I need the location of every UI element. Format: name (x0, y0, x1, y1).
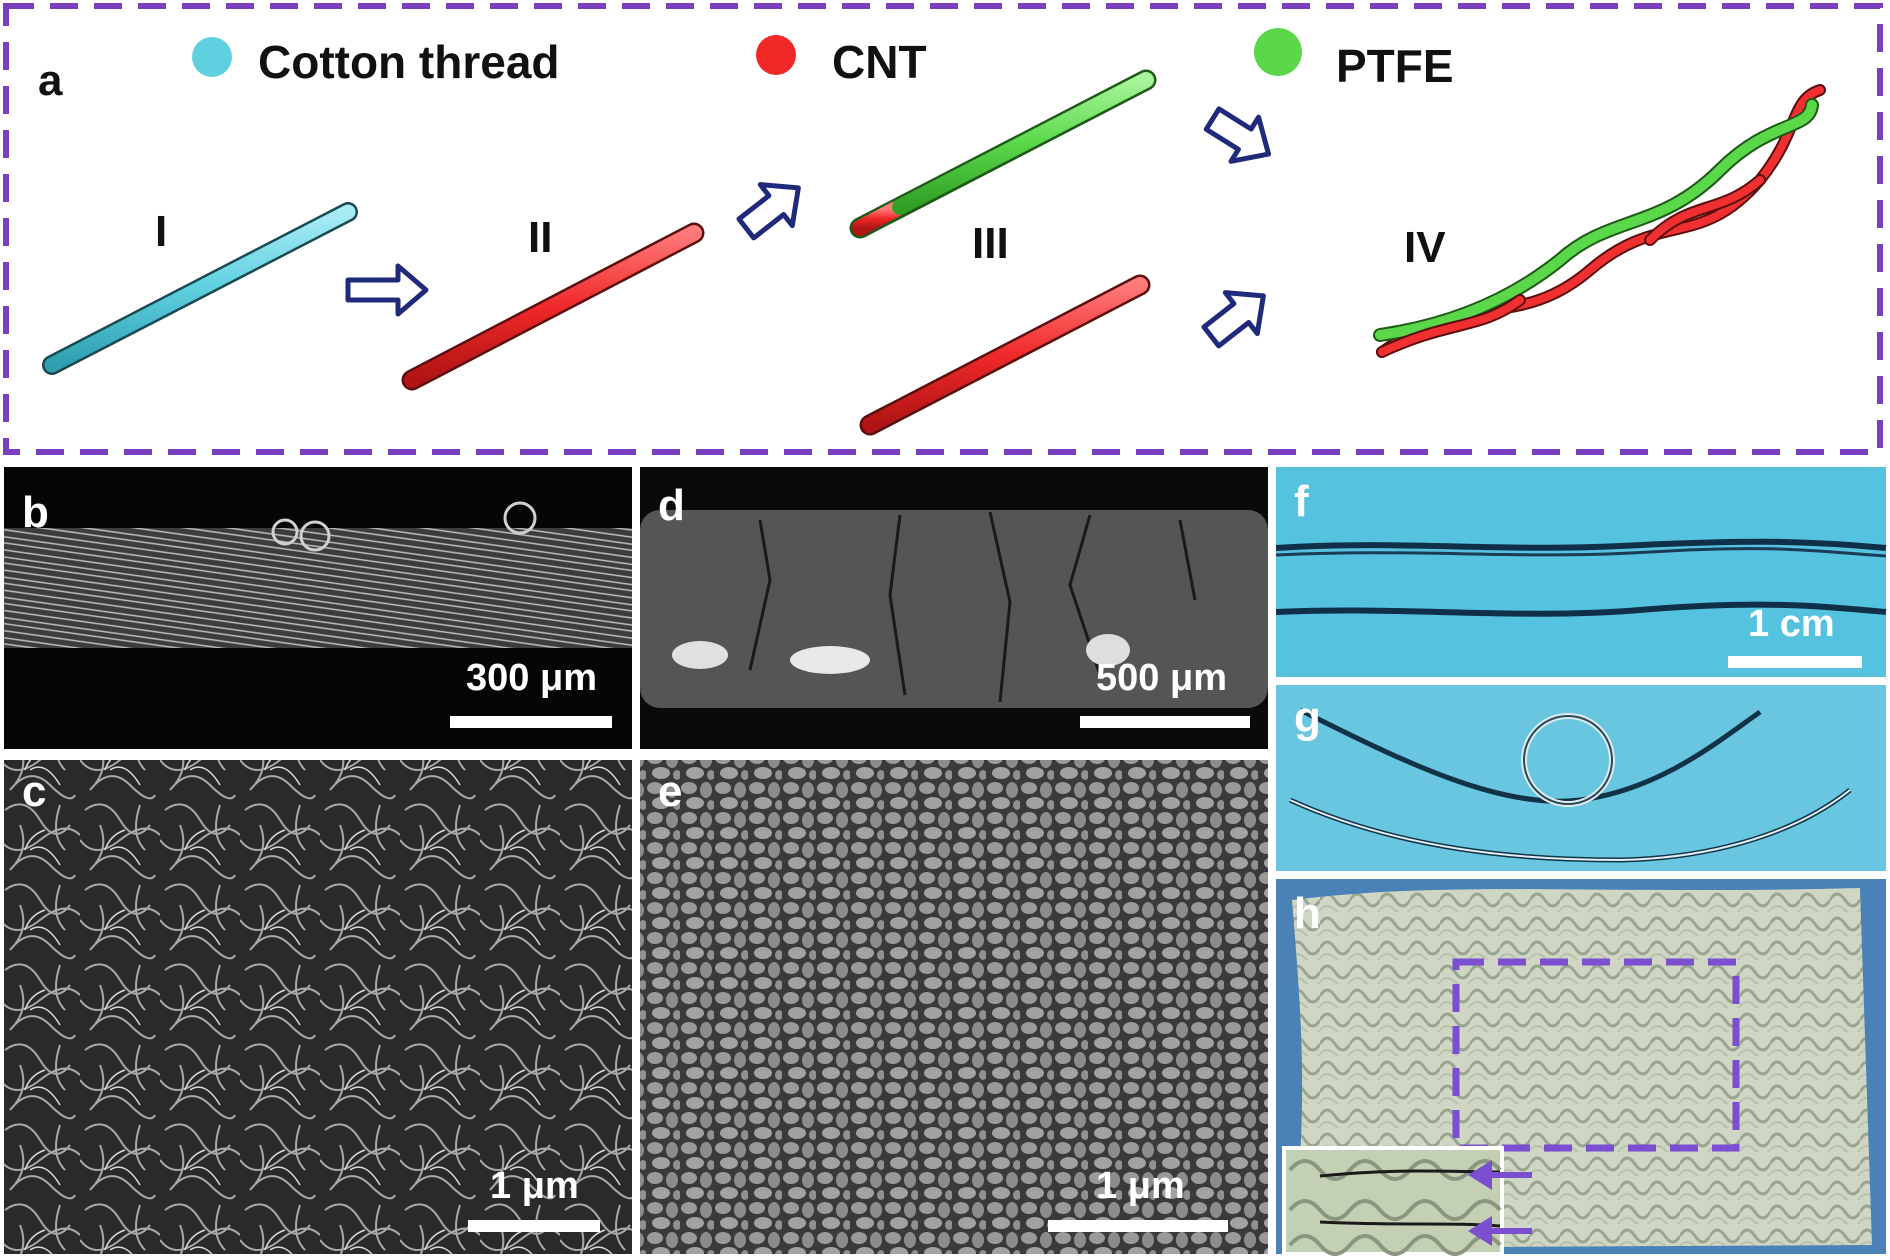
legend: Cotton thread CNT PTFE (192, 28, 1454, 92)
panel-a: a Cotton thread CNT PTFE I II (3, 3, 1883, 455)
legend-swatch-cnt (756, 35, 796, 75)
arrow-icon (1201, 290, 1266, 349)
step-label-iv: IV (1404, 223, 1446, 272)
panel-f-scale-text: 1 cm (1748, 603, 1835, 645)
panel-b-scalebar (450, 716, 612, 728)
arrow-icon (345, 263, 429, 317)
step-label-ii: II (528, 213, 552, 262)
panel-c-scale-text: 1 μm (490, 1165, 579, 1207)
cotton-thread-rod (42, 202, 358, 375)
legend-swatch-ptfe (1254, 28, 1302, 76)
arrow-icon (736, 182, 801, 241)
panel-c: c 1 μm (4, 760, 632, 1254)
arrow-icon (1468, 1216, 1532, 1246)
panel-h-inset (1282, 1146, 1504, 1256)
panel-g: g (1276, 685, 1886, 871)
arrow-icon (1203, 106, 1272, 164)
panel-h-highlight-box (1452, 958, 1740, 1152)
legend-label-cnt: CNT (832, 36, 927, 88)
panel-e-label: e (658, 767, 682, 816)
panel-g-image (1276, 685, 1886, 871)
panel-h-label: h (1294, 889, 1321, 938)
ptfe-coated-rod (849, 69, 1157, 239)
twisted-yarn (1373, 84, 1826, 358)
cnt-coated-rod-lower (859, 274, 1151, 436)
arrow-icon (1468, 1160, 1532, 1190)
legend-swatch-cotton (192, 37, 232, 77)
panel-f-scalebar (1728, 656, 1862, 668)
panel-f-label: f (1294, 477, 1309, 526)
step-label-iii: III (972, 219, 1009, 268)
legend-label-ptfe: PTFE (1336, 40, 1454, 92)
panel-b-image (4, 528, 632, 648)
panel-b: b 300 μm (4, 467, 632, 749)
panel-e-image (640, 760, 1268, 1254)
panel-d-scalebar (1080, 716, 1250, 728)
panel-c-scalebar (468, 1220, 600, 1232)
panel-b-scale-text: 300 μm (466, 657, 597, 699)
panel-c-image (4, 760, 632, 1254)
panel-f: f 1 cm (1275, 467, 1887, 677)
step-label-i: I (155, 207, 167, 256)
panel-e-scalebar (1048, 1220, 1228, 1232)
panel-e: e 1 μm (640, 760, 1268, 1254)
panel-e-scale-text: 1 μm (1096, 1165, 1185, 1207)
panel-g-label: g (1294, 693, 1321, 742)
panel-c-label: c (22, 767, 46, 816)
panel-d-scale-text: 500 μm (1096, 657, 1227, 699)
panel-d: d 500 μm (640, 467, 1268, 749)
panel-d-label: d (658, 481, 685, 530)
cnt-coated-rod (401, 222, 705, 391)
panel-f-image (1276, 467, 1886, 677)
panel-a-label: a (38, 56, 63, 105)
panel-h: h (1276, 879, 1886, 1256)
legend-label-cotton: Cotton thread (258, 36, 560, 88)
panel-b-label: b (22, 488, 49, 537)
